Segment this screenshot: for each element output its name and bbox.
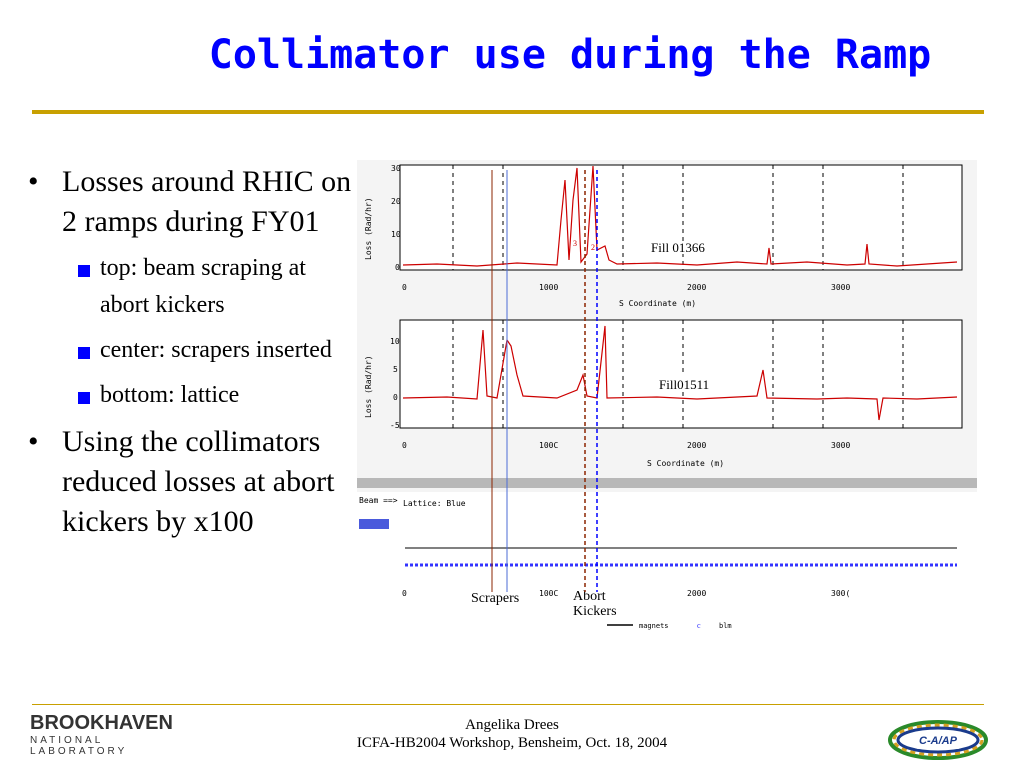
mid-plot-label: Fill01511 — [659, 377, 709, 392]
magnets-legend-label: magnets — [639, 622, 669, 630]
bullet-dot-icon: • — [28, 165, 39, 198]
blue-square-icon — [78, 347, 90, 359]
top-plot-ylabel: Loss (Rad/hr) — [364, 197, 373, 260]
lattice-xtick: 2000 — [687, 589, 706, 598]
bullet-text: Losses around RHIC on 2 ramps during FY0… — [62, 165, 352, 238]
sub-bullet-text: top: beam scraping at abort kickers — [100, 255, 306, 318]
top-ytick: 0 — [395, 263, 400, 272]
lattice-xtick: 300( — [831, 589, 850, 598]
lattice-xtick: 100C — [539, 589, 558, 598]
scrapers-label: Scrapers — [471, 591, 519, 606]
cap-ring-logo-icon: C-A/AP — [888, 720, 988, 760]
mid-xtick: 100C — [539, 441, 558, 450]
top-xtick: 2000 — [687, 283, 706, 292]
lattice-label: Lattice: Blue — [403, 499, 466, 508]
top-ytick: 10 — [391, 230, 401, 239]
top-plot-gridlines — [452, 165, 904, 270]
beam-label: Beam ==> — [359, 496, 398, 505]
top-peak-marker: 2 — [591, 243, 595, 252]
top-label-bg — [647, 242, 727, 254]
sub-bullet-item: center: scrapers inserted — [24, 332, 354, 369]
abort-label: Abort — [573, 589, 606, 604]
sub-bullet-text: center: scrapers inserted — [100, 337, 332, 363]
top-peak-marker: 3 — [573, 239, 577, 248]
slide-title: Collimator use during the Ramp — [208, 32, 932, 78]
mid-ytick: 10 — [390, 337, 400, 346]
blue-square-icon — [78, 265, 90, 277]
mid-xtick: 3000 — [831, 441, 850, 450]
panel-separator — [357, 478, 977, 488]
top-xtick: 1000 — [539, 283, 558, 292]
blm-legend-marker: c — [697, 621, 701, 630]
bullet-item: • Using the collimators reduced losses a… — [24, 422, 354, 542]
bullet-text: Using the collimators reduced losses at … — [62, 425, 335, 538]
cap-ring-svg — [888, 720, 988, 760]
mid-ytick: 0 — [393, 393, 398, 402]
cap-logo-text: C-A/AP — [911, 733, 965, 749]
logo-bnl-sub: NATIONAL LABORATORY — [30, 735, 128, 757]
top-loss-trace — [402, 165, 958, 267]
mid-plot-frame — [399, 319, 963, 429]
top-xtick: 3000 — [831, 283, 850, 292]
blm-legend-label: blm — [719, 622, 732, 630]
mid-label-bg — [655, 376, 727, 392]
sub-bullet-item: bottom: lattice — [24, 377, 354, 414]
top-ytick: 20 — [391, 197, 401, 206]
mid-plot-gridlines — [452, 320, 904, 428]
footer-presenter: Angelika Drees ICFA-HB2004 Workshop, Ben… — [312, 716, 712, 752]
mid-xlabel: S Coordinate (m) — [647, 459, 724, 468]
sub-bullet-text: bottom: lattice — [100, 382, 240, 408]
logo-bnl-name: BROOKHAVEN — [30, 712, 173, 734]
mid-xtick: 0 — [402, 441, 407, 450]
mid-xtick: 2000 — [687, 441, 706, 450]
bullet-list: • Losses around RHIC on 2 ramps during F… — [24, 162, 354, 550]
mid-ytick: -5 — [390, 421, 400, 430]
footer-rule — [32, 704, 984, 705]
blue-square-icon — [78, 392, 90, 404]
kickers-label: Kickers — [573, 604, 617, 619]
top-xtick: 0 — [402, 283, 407, 292]
lattice-xtick: 0 — [402, 589, 407, 598]
bullet-dot-icon: • — [28, 425, 39, 458]
brookhaven-logo-icon: BROOKHAVEN NATIONAL LABORATORY — [30, 712, 190, 758]
beam-direction-bar — [359, 519, 389, 529]
loss-figure-svg: Loss (Rad/hr) 30 20 10 0 0 1000 2000 300… — [357, 164, 977, 640]
top-plot-label: Fill 01366 — [651, 240, 705, 255]
top-ytick: 30 — [391, 164, 401, 173]
sub-bullet-item: top: beam scraping at abort kickers — [24, 250, 354, 324]
presenter-name: Angelika Drees — [465, 717, 559, 733]
mid-plot-ylabel: Loss (Rad/hr) — [364, 355, 373, 418]
mid-ytick: 5 — [393, 365, 398, 374]
title-rule — [32, 110, 984, 114]
loss-figure: Loss (Rad/hr) 30 20 10 0 0 1000 2000 300… — [357, 160, 977, 640]
presenter-event: ICFA-HB2004 Workshop, Bensheim, Oct. 18,… — [356, 735, 668, 751]
top-xlabel: S Coordinate (m) — [619, 299, 696, 308]
bullet-item: • Losses around RHIC on 2 ramps during F… — [24, 162, 354, 242]
